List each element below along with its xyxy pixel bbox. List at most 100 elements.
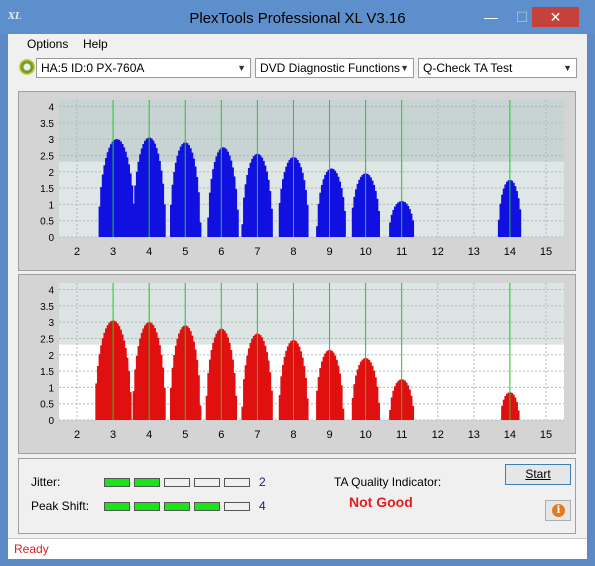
- bar: [218, 149, 221, 237]
- info-button[interactable]: i: [545, 500, 571, 521]
- bar: [137, 161, 140, 237]
- bar: [233, 372, 236, 420]
- drive-disc-icon: [19, 59, 35, 75]
- bar: [207, 217, 210, 237]
- bar: [157, 337, 160, 420]
- y-tick-label: 2.5: [40, 334, 54, 345]
- test-select[interactable]: Q-Check TA Test ▼: [418, 58, 577, 78]
- bar: [158, 160, 161, 237]
- bar: [135, 171, 139, 237]
- drive-select[interactable]: HA:5 ID:0 PX-760A ▼: [36, 58, 251, 78]
- bar: [322, 179, 325, 237]
- bar: [278, 395, 281, 420]
- x-tick-label: 11: [396, 429, 407, 441]
- bar: [218, 329, 221, 420]
- bar: [160, 354, 163, 420]
- status-bar: Ready: [8, 538, 587, 559]
- test-select-value: Q-Check TA Test: [423, 61, 513, 75]
- bar: [411, 220, 415, 237]
- bar: [226, 151, 230, 237]
- bar: [510, 180, 514, 237]
- bar: [285, 350, 288, 420]
- bar: [304, 190, 307, 237]
- bar: [402, 201, 405, 237]
- title-bar[interactable]: XL PlexTools Professional XL V3.16 — ☐ ✕: [0, 0, 595, 34]
- bar: [113, 140, 116, 237]
- function-select-value: DVD Diagnostic Functions: [260, 61, 401, 75]
- jitter-meter: [104, 478, 254, 488]
- bar: [230, 160, 233, 237]
- bar: [207, 372, 210, 420]
- bar: [189, 148, 192, 237]
- function-select[interactable]: DVD Diagnostic Functions ▼: [255, 58, 414, 78]
- bar: [210, 350, 213, 420]
- bar: [225, 149, 228, 237]
- y-tick-label: 0: [48, 233, 54, 244]
- minimize-button[interactable]: —: [484, 9, 498, 25]
- y-tick-label: 3: [48, 318, 54, 329]
- jitter-meter-segment: [224, 478, 250, 487]
- bar: [259, 155, 262, 237]
- bar: [377, 210, 380, 237]
- bar: [137, 346, 140, 420]
- start-button[interactable]: Start: [505, 464, 571, 485]
- bar: [199, 405, 202, 420]
- bar: [298, 163, 301, 237]
- status-text: Ready: [14, 542, 49, 556]
- bar: [320, 184, 324, 237]
- bar: [398, 201, 402, 237]
- bar: [324, 174, 327, 237]
- bar: [504, 395, 507, 420]
- bar: [406, 385, 410, 420]
- bar: [270, 390, 273, 420]
- bar: [95, 383, 98, 420]
- bar: [234, 395, 238, 420]
- bar: [140, 332, 143, 420]
- menu-options[interactable]: Options: [27, 37, 69, 51]
- y-tick-label: 4: [48, 103, 54, 114]
- jitter-meter-segment: [104, 478, 130, 487]
- maximize-button[interactable]: ☐: [515, 9, 529, 25]
- bar: [290, 158, 293, 237]
- bar: [332, 169, 335, 237]
- x-tick-label: 7: [254, 246, 260, 258]
- bar: [369, 362, 372, 420]
- bar: [187, 145, 191, 237]
- bar: [246, 175, 249, 237]
- bar: [176, 338, 179, 420]
- bar: [358, 364, 361, 420]
- bottom-chart-panel: 0 0.5 1 1.5 2 2.5 3 3.5 4 2 3 4 5 6 7 8 9 10 11 12 13 14 15: [18, 274, 576, 454]
- bar: [246, 355, 249, 420]
- bar: [358, 179, 361, 237]
- bar: [512, 394, 515, 420]
- bar: [293, 157, 296, 237]
- peak-shift-meter-segment: [164, 502, 190, 511]
- bar: [411, 406, 415, 420]
- menu-help[interactable]: Help: [83, 37, 108, 51]
- bar: [231, 359, 234, 420]
- bar: [324, 353, 327, 420]
- x-tick-label: 10: [359, 246, 371, 258]
- bar: [359, 361, 363, 420]
- bar: [376, 198, 379, 237]
- x-tick-label: 13: [468, 246, 480, 258]
- x-tick-label: 7: [254, 429, 260, 441]
- bar: [252, 156, 255, 237]
- bar: [161, 367, 165, 420]
- bar: [230, 350, 233, 420]
- bar: [394, 386, 397, 420]
- bar: [355, 375, 358, 420]
- bar: [251, 338, 254, 420]
- bar: [403, 380, 406, 420]
- bar: [215, 333, 218, 420]
- bar: [514, 186, 517, 237]
- bar: [390, 214, 393, 237]
- bar: [260, 157, 264, 237]
- bar: [147, 137, 150, 237]
- bar: [283, 172, 286, 237]
- bar: [286, 162, 290, 237]
- bar: [398, 379, 402, 420]
- close-button[interactable]: ✕: [532, 7, 579, 27]
- bar: [405, 382, 408, 420]
- bar: [197, 192, 200, 237]
